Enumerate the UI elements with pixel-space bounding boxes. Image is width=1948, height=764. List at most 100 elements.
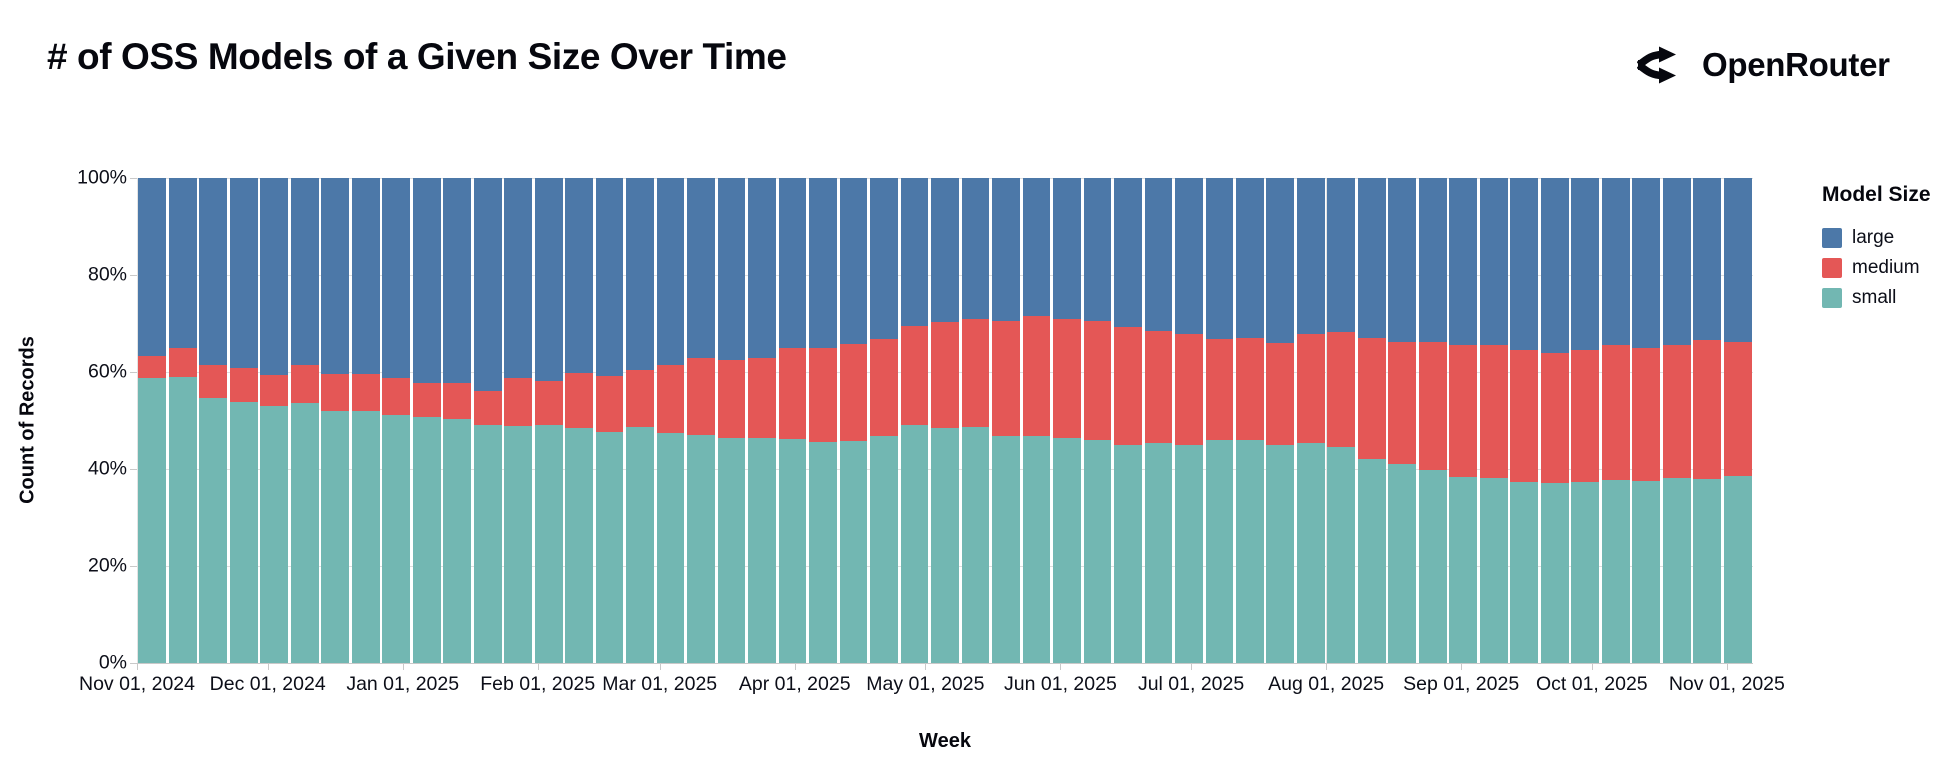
bar-week-2025-01-24[interactable] — [503, 178, 533, 663]
bar-segment-medium[interactable] — [1540, 352, 1569, 484]
bar-week-2025-08-29[interactable] — [1448, 178, 1478, 663]
bar-week-2025-10-17[interactable] — [1662, 178, 1692, 663]
bar-week-2025-06-27[interactable] — [1174, 178, 1204, 663]
bar-segment-small[interactable] — [1144, 442, 1173, 663]
bar-segment-large[interactable] — [1723, 178, 1752, 342]
bar-segment-small[interactable] — [748, 438, 776, 663]
bar-segment-small[interactable] — [900, 424, 929, 663]
bar-segment-small[interactable] — [870, 435, 898, 663]
bar-segment-medium[interactable] — [321, 374, 350, 412]
bar-segment-small[interactable] — [504, 426, 533, 663]
bar-segment-large[interactable] — [412, 178, 441, 383]
bar-segment-medium[interactable] — [412, 382, 441, 417]
bar-week-2024-11-08[interactable] — [167, 178, 197, 663]
bar-week-2025-03-21[interactable] — [747, 178, 777, 663]
bar-segment-medium[interactable] — [1266, 343, 1295, 445]
bar-segment-small[interactable] — [687, 434, 715, 663]
bar-segment-small[interactable] — [1510, 481, 1539, 663]
bar-segment-medium[interactable] — [778, 347, 807, 439]
bar-segment-medium[interactable] — [717, 359, 746, 438]
bar-segment-small[interactable] — [717, 437, 746, 663]
bar-segment-medium[interactable] — [1022, 316, 1051, 437]
bar-segment-medium[interactable] — [1601, 344, 1630, 481]
bar-segment-small[interactable] — [1083, 439, 1112, 663]
bar-segment-large[interactable] — [1144, 178, 1173, 331]
bar-week-2024-12-27[interactable] — [381, 178, 411, 663]
bar-week-2025-03-07[interactable] — [686, 178, 716, 663]
bar-week-2025-08-15[interactable] — [1387, 178, 1417, 663]
bar-segment-large[interactable] — [1571, 178, 1600, 350]
bar-segment-small[interactable] — [992, 435, 1020, 663]
bar-segment-small[interactable] — [321, 411, 350, 663]
bar-segment-large[interactable] — [931, 178, 959, 322]
bar-segment-large[interactable] — [1357, 178, 1386, 338]
bar-segment-large[interactable] — [534, 178, 563, 382]
bar-segment-large[interactable] — [1388, 178, 1417, 343]
bar-segment-large[interactable] — [1296, 178, 1325, 335]
bar-segment-large[interactable] — [1540, 178, 1569, 353]
bar-segment-small[interactable] — [260, 406, 289, 663]
bar-week-2025-04-18[interactable] — [869, 178, 899, 663]
bar-segment-medium[interactable] — [565, 372, 593, 429]
bar-segment-medium[interactable] — [809, 347, 837, 443]
bar-segment-large[interactable] — [1479, 178, 1508, 346]
bar-segment-small[interactable] — [1296, 443, 1325, 663]
bar-week-2025-08-01[interactable] — [1326, 178, 1356, 663]
bar-segment-medium[interactable] — [1053, 318, 1081, 438]
bar-week-2025-09-26[interactable] — [1570, 178, 1600, 663]
bar-segment-small[interactable] — [138, 377, 167, 663]
bar-segment-medium[interactable] — [1418, 341, 1447, 470]
bar-segment-large[interactable] — [504, 178, 533, 378]
bar-segment-small[interactable] — [1175, 444, 1203, 663]
bar-segment-medium[interactable] — [1236, 337, 1264, 440]
bar-segment-small[interactable] — [1632, 481, 1661, 663]
bar-segment-small[interactable] — [382, 414, 411, 663]
bar-segment-medium[interactable] — [1327, 332, 1356, 448]
bar-segment-small[interactable] — [565, 428, 593, 663]
bar-segment-medium[interactable] — [1510, 349, 1539, 482]
bar-week-2024-12-06[interactable] — [289, 178, 319, 663]
bar-segment-large[interactable] — [992, 178, 1020, 321]
bar-segment-medium[interactable] — [1662, 344, 1691, 478]
bar-week-2024-11-01[interactable] — [137, 178, 167, 663]
bar-segment-small[interactable] — [809, 442, 837, 663]
bar-week-2025-08-08[interactable] — [1357, 178, 1387, 663]
bar-segment-large[interactable] — [565, 178, 593, 373]
bar-segment-small[interactable] — [1266, 444, 1295, 663]
bar-week-2025-02-28[interactable] — [655, 178, 685, 663]
bar-segment-large[interactable] — [748, 178, 776, 358]
bar-segment-large[interactable] — [473, 178, 502, 392]
bar-segment-medium[interactable] — [1296, 334, 1325, 444]
bar-segment-large[interactable] — [595, 178, 624, 377]
bar-segment-large[interactable] — [1205, 178, 1234, 339]
bar-segment-medium[interactable] — [199, 365, 228, 399]
bar-segment-small[interactable] — [1571, 481, 1600, 663]
bar-segment-medium[interactable] — [443, 383, 472, 420]
bar-segment-medium[interactable] — [1571, 349, 1600, 482]
bar-segment-small[interactable] — [1388, 464, 1417, 663]
bar-segment-small[interactable] — [1236, 439, 1264, 663]
bar-week-2025-03-28[interactable] — [777, 178, 807, 663]
bar-segment-large[interactable] — [809, 178, 837, 348]
bar-week-2025-08-22[interactable] — [1418, 178, 1448, 663]
bar-segment-large[interactable] — [626, 178, 654, 370]
bar-segment-large[interactable] — [1236, 178, 1264, 338]
bar-week-2025-05-09[interactable] — [960, 178, 990, 663]
bar-segment-large[interactable] — [1022, 178, 1051, 317]
bar-segment-small[interactable] — [290, 402, 319, 663]
bar-segment-medium[interactable] — [626, 369, 654, 428]
bar-segment-large[interactable] — [1601, 178, 1630, 345]
bar-week-2025-04-25[interactable] — [899, 178, 929, 663]
bar-segment-small[interactable] — [199, 398, 228, 663]
bar-segment-medium[interactable] — [870, 339, 898, 436]
bar-segment-large[interactable] — [1053, 178, 1081, 319]
bar-week-2025-05-30[interactable] — [1052, 178, 1082, 663]
bar-segment-medium[interactable] — [961, 318, 990, 428]
bar-segment-medium[interactable] — [931, 321, 959, 429]
bar-segment-small[interactable] — [1418, 469, 1447, 663]
bar-segment-medium[interactable] — [1723, 341, 1752, 477]
bar-segment-large[interactable] — [443, 178, 472, 384]
bar-segment-small[interactable] — [656, 432, 685, 663]
bar-segment-small[interactable] — [443, 419, 472, 663]
bar-week-2025-10-31[interactable] — [1723, 178, 1753, 663]
